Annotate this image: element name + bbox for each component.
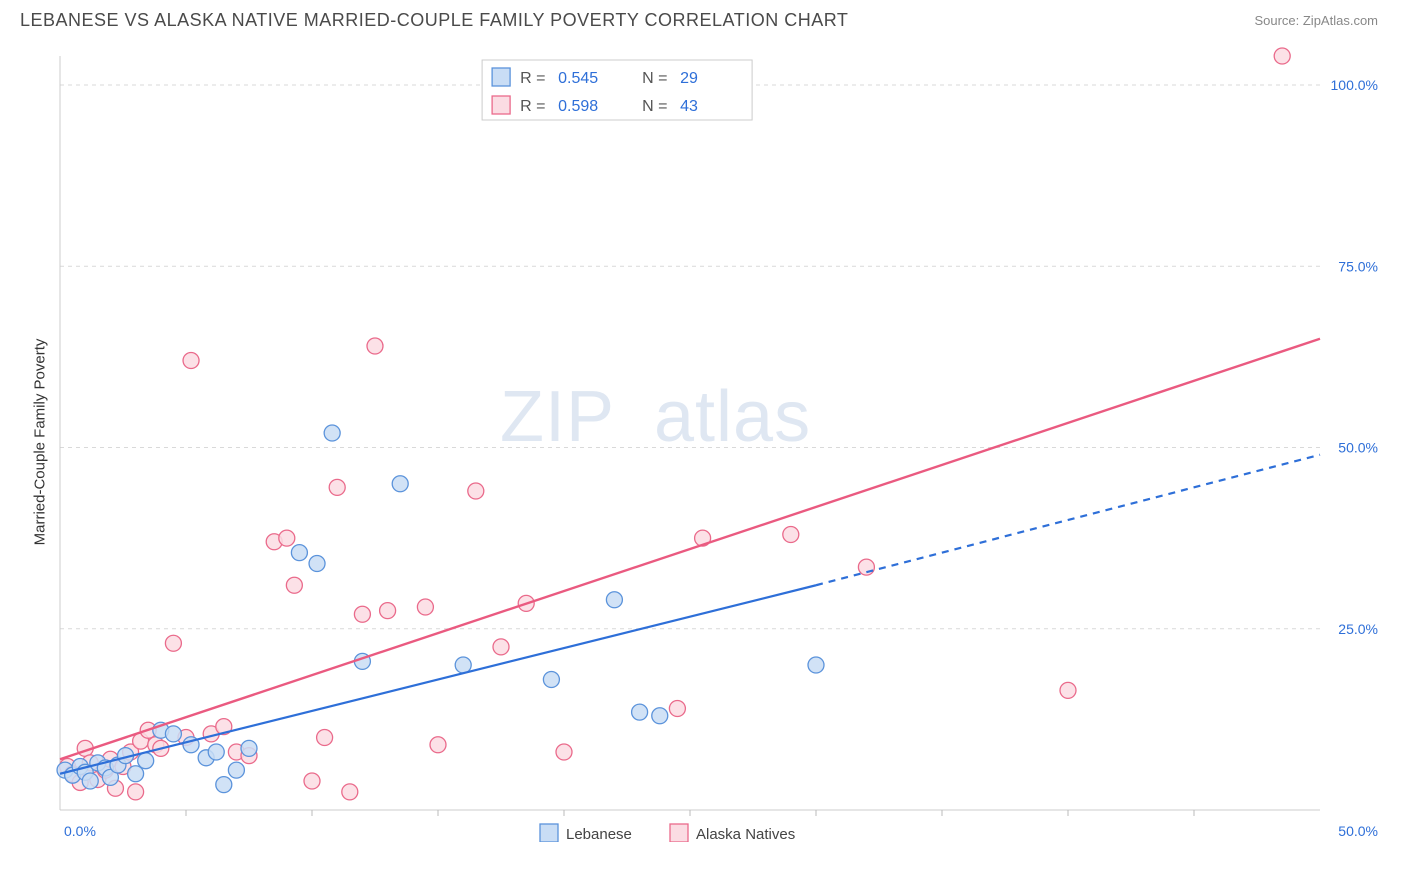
legend-r-label: R = <box>520 70 545 87</box>
data-point <box>1060 682 1076 698</box>
data-point <box>652 708 668 724</box>
data-point <box>279 530 295 546</box>
data-point <box>543 672 559 688</box>
data-point <box>556 744 572 760</box>
watermark: ZIP <box>500 377 615 457</box>
data-point <box>216 777 232 793</box>
data-point <box>324 425 340 441</box>
trend-line-lebanese-dash <box>816 455 1320 586</box>
data-point <box>128 784 144 800</box>
legend-r-label: R = <box>520 98 545 115</box>
data-point <box>165 726 181 742</box>
y-tick-label: 50.0% <box>1338 440 1378 456</box>
legend-swatch <box>492 96 510 114</box>
x-tick-label: 50.0% <box>1338 823 1378 839</box>
y-tick-label: 100.0% <box>1331 77 1378 93</box>
data-point <box>455 657 471 673</box>
data-point <box>304 773 320 789</box>
legend-n-value: 43 <box>680 98 698 115</box>
data-point <box>291 545 307 561</box>
data-point <box>632 704 648 720</box>
data-point <box>606 592 622 608</box>
data-point <box>367 338 383 354</box>
data-point <box>669 701 685 717</box>
y-tick-label: 25.0% <box>1338 621 1378 637</box>
data-point <box>417 599 433 615</box>
data-point <box>309 556 325 572</box>
chart-header: LEBANESE VS ALASKA NATIVE MARRIED-COUPLE… <box>0 0 1406 37</box>
legend-r-value: 0.598 <box>558 98 598 115</box>
y-axis-label: Married-Couple Family Poverty <box>32 339 49 546</box>
data-point <box>354 606 370 622</box>
data-point <box>468 483 484 499</box>
data-point <box>138 753 154 769</box>
chart-container: Married-Couple Family Poverty 25.0%50.0%… <box>50 42 1390 842</box>
data-point <box>317 730 333 746</box>
data-point <box>380 603 396 619</box>
data-point <box>286 577 302 593</box>
data-point <box>82 773 98 789</box>
data-point <box>493 639 509 655</box>
data-point <box>241 740 257 756</box>
legend-r-value: 0.545 <box>558 70 598 87</box>
y-tick-label: 75.0% <box>1338 258 1378 274</box>
data-point <box>208 744 224 760</box>
data-point <box>430 737 446 753</box>
legend-n-label: N = <box>642 98 667 115</box>
data-point <box>783 527 799 543</box>
data-point <box>128 766 144 782</box>
legend-swatch <box>492 68 510 86</box>
bottom-legend-swatch <box>540 824 558 842</box>
bottom-legend-label: Lebanese <box>566 826 632 842</box>
data-point <box>228 762 244 778</box>
legend-n-value: 29 <box>680 70 698 87</box>
bottom-legend-label: Alaska Natives <box>696 826 795 842</box>
watermark: atlas <box>654 377 811 457</box>
data-point <box>392 476 408 492</box>
scatter-chart: 25.0% 50.0% 75.0% 100.0% ZIP atlas 0.0% 50.0% R … <box>50 42 1390 842</box>
x-tick-label: 0.0% <box>64 823 96 839</box>
data-point <box>858 559 874 575</box>
data-point <box>329 479 345 495</box>
data-point <box>1274 48 1290 64</box>
source-attribution: Source: ZipAtlas.com <box>1254 13 1378 28</box>
legend-n-label: N = <box>642 70 667 87</box>
data-point <box>165 635 181 651</box>
bottom-legend-swatch <box>670 824 688 842</box>
data-point <box>342 784 358 800</box>
data-point <box>808 657 824 673</box>
data-point <box>183 353 199 369</box>
chart-title: LEBANESE VS ALASKA NATIVE MARRIED-COUPLE… <box>20 10 848 31</box>
